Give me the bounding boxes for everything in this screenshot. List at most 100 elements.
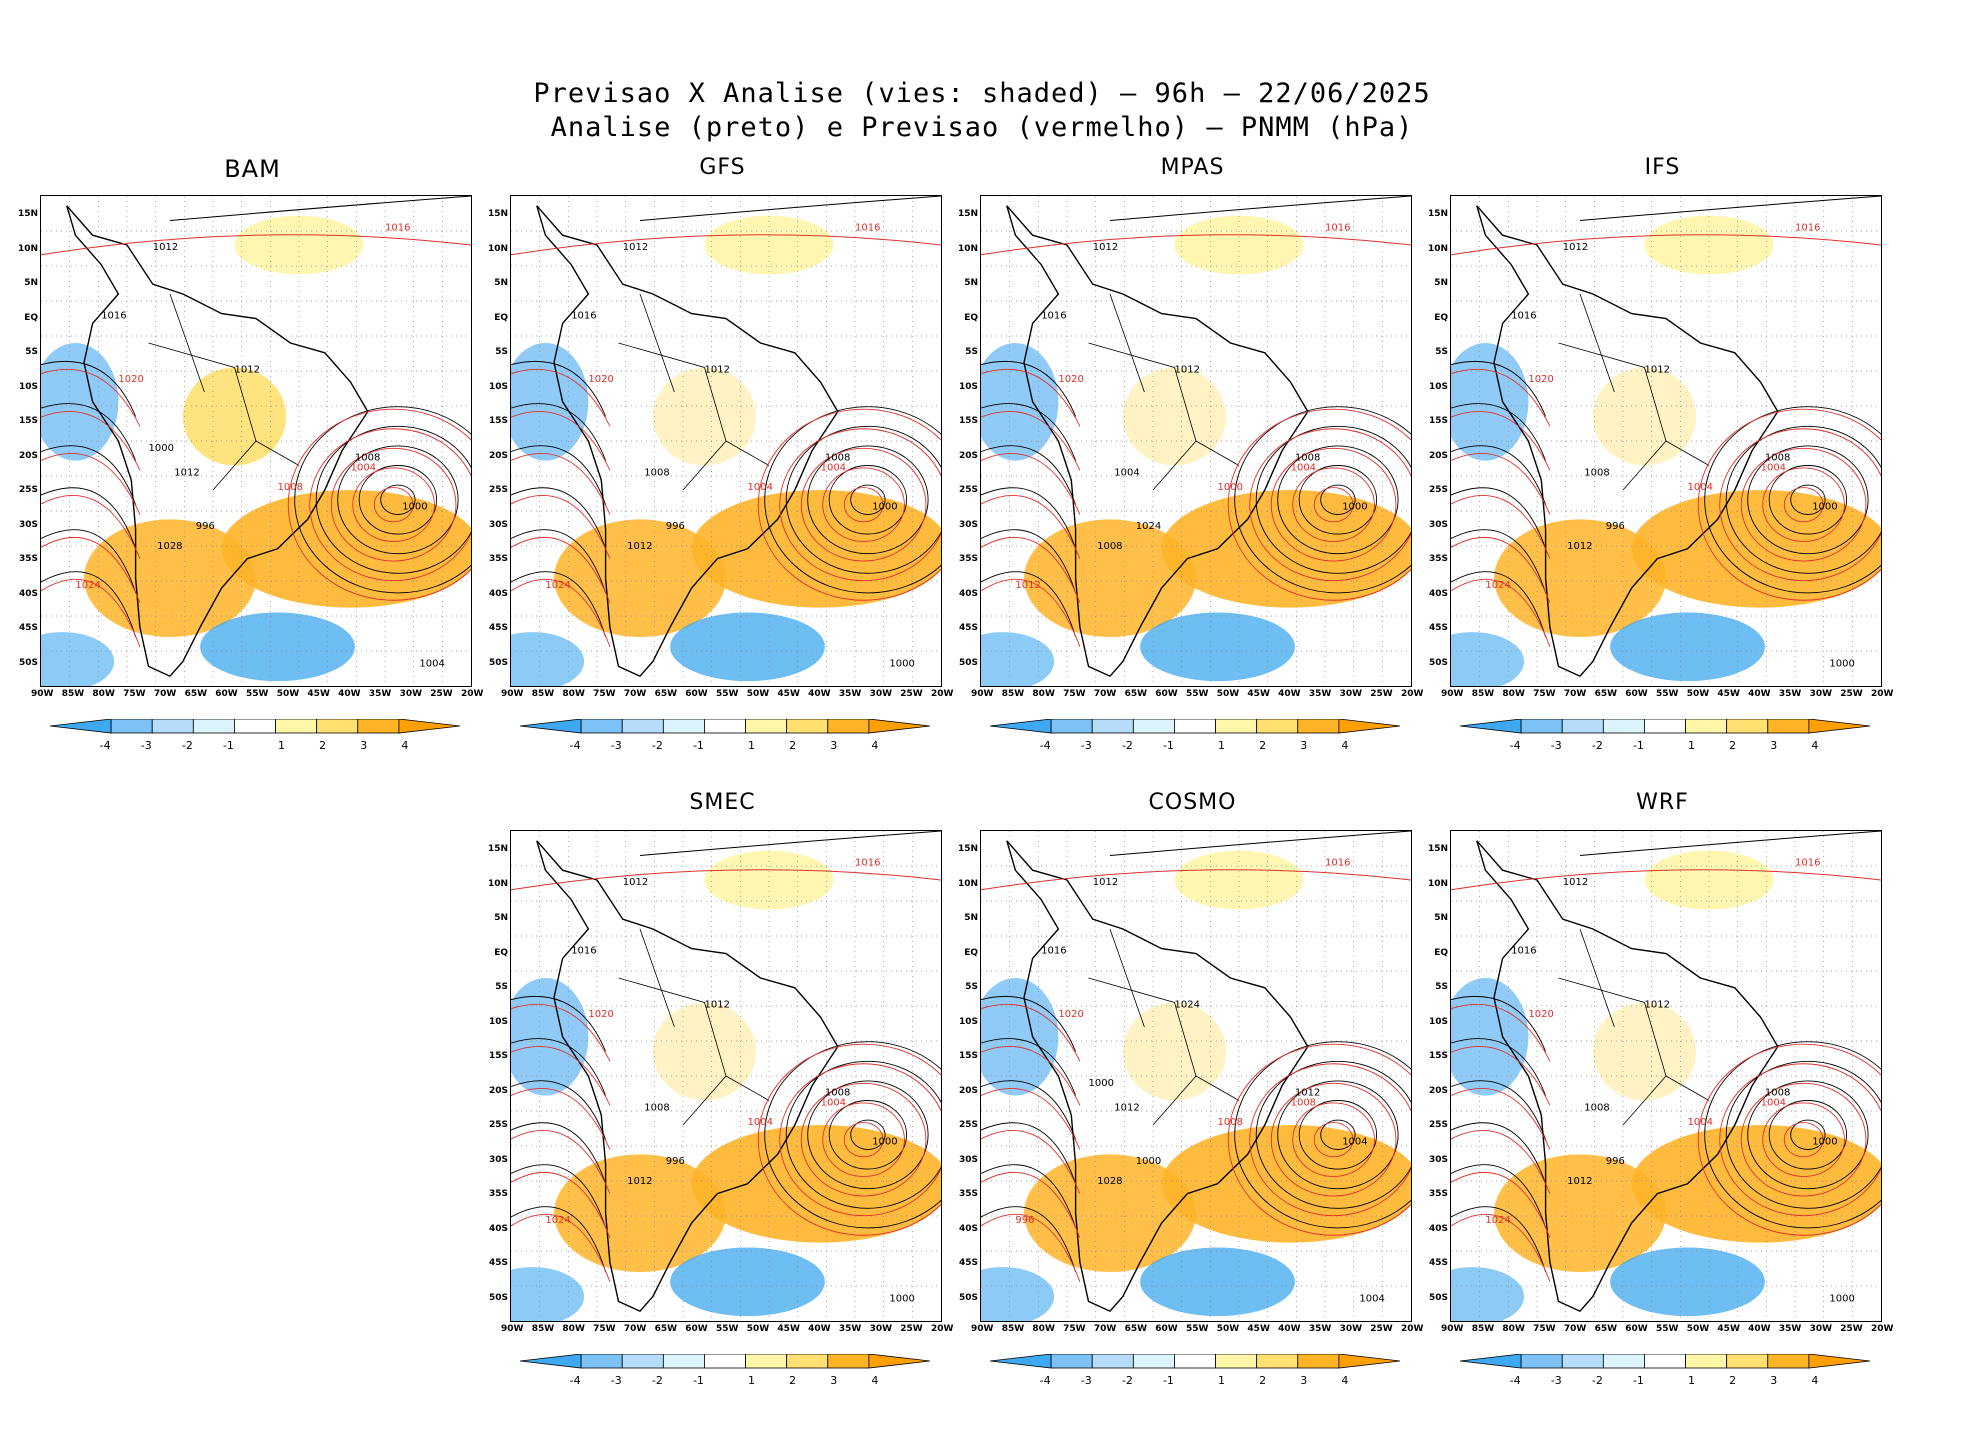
map-area: 1016 1012 1016 1020 1012 1008 1004 1000 996 1024 1… [1450, 830, 1882, 1322]
contour-forecast [41, 410, 141, 471]
contour-analysis [1109, 831, 1411, 856]
lat-label: 40S [488, 588, 508, 599]
contour-label: 1008 [1097, 541, 1122, 552]
pressure-map: 1016101210161020101210081004100010241012… [981, 196, 1411, 686]
contour-analysis [1579, 196, 1881, 221]
contour-label: 1024 [545, 1215, 570, 1226]
colorbar-label: -1 [693, 739, 704, 752]
contour-forecast [1451, 452, 1551, 515]
lon-label: 30W [1339, 689, 1363, 699]
colorbar-swatch [1726, 1353, 1769, 1369]
lon-label: 65W [654, 1324, 678, 1334]
lat-label: 15S [18, 416, 38, 426]
contour-label: 1008 [825, 1088, 850, 1099]
contour-label: 1004 [821, 1097, 846, 1108]
lon-label: 40W [1748, 1324, 1771, 1334]
colorbar-swatch [1132, 718, 1175, 734]
colorbar-label: 4 [1341, 739, 1348, 752]
contour-forecast [511, 452, 611, 515]
contour-forecast [981, 234, 1411, 256]
contour-label: 1004 [1114, 467, 1139, 478]
contour-label: 1016 [571, 311, 596, 322]
colorbar-swatch [1644, 718, 1686, 734]
contour-label: 1000 [889, 658, 914, 669]
contour-label: 1008 [1765, 453, 1790, 464]
bias-negative-area [511, 1267, 585, 1321]
contour-forecast [843, 487, 884, 523]
lat-label: 20S [1428, 450, 1448, 461]
colorbar-label: -3 [611, 1374, 622, 1387]
colorbar-label: 1 [1688, 1374, 1695, 1387]
bias-negative-area [981, 343, 1059, 461]
lon-label: 25W [1840, 689, 1863, 699]
lat-label: 15S [958, 416, 978, 426]
contour-forecast [779, 1063, 941, 1217]
panel-gfs: GFS 1016 1012 1016 1020 1012 1008 1004 1000 996 10… [488, 155, 954, 755]
colorbar-swatch [316, 718, 359, 734]
lon-label: 90W [1441, 1324, 1464, 1334]
panel-ifs: IFS 1016 1012 1016 1020 1012 1008 1004 1000 996 10… [1428, 155, 1894, 755]
contour-label: 1020 [1528, 1009, 1553, 1020]
contour-label: 1000 [1829, 658, 1854, 669]
contour-forecast [779, 428, 941, 582]
contour-label: 1004 [1291, 462, 1316, 473]
lat-label: 10N [487, 878, 508, 889]
bias-negative-area [200, 612, 355, 682]
contour-forecast [822, 467, 905, 542]
lat-label: 15N [957, 209, 978, 219]
colorbar-label: 2 [1729, 739, 1736, 752]
lat-label: 45S [1428, 623, 1448, 633]
lat-label: EQ [1434, 312, 1448, 323]
lat-label: 5N [964, 278, 978, 288]
contour-label: 1004 [419, 658, 444, 669]
contour-analysis [981, 995, 1077, 1052]
contour-label: 1000 [402, 502, 427, 513]
bias-positive-area [1494, 519, 1666, 637]
contour-analysis [764, 406, 941, 594]
contour-forecast [1451, 578, 1551, 647]
colorbar-swatch [151, 718, 194, 734]
colorbar-swatch [662, 1353, 705, 1369]
country-borders [1088, 293, 1240, 491]
lat-label: 10N [957, 243, 978, 254]
lon-label: 50W [1216, 689, 1240, 699]
lon-label: 30W [1339, 1324, 1363, 1334]
colorbar-swatch [398, 718, 461, 734]
contour-forecast [800, 1082, 927, 1197]
colorbar-swatch [868, 718, 931, 734]
colorbar-label: 1 [1688, 739, 1695, 752]
colorbar-label: -4 [1510, 739, 1521, 752]
colorbar-swatch [868, 1353, 931, 1369]
lat-label: 45S [1428, 1258, 1448, 1268]
coastline [66, 205, 369, 678]
contour-forecast [1451, 495, 1551, 559]
contour-forecast [1451, 410, 1551, 471]
contour-forecast [1451, 1213, 1551, 1282]
contour-analysis [511, 529, 607, 594]
contour-label: 1004 [748, 482, 773, 493]
lon-label: 60W [1155, 689, 1178, 699]
lat-label: 10N [1427, 243, 1448, 254]
contour-label: 1020 [1058, 1009, 1083, 1020]
lon-label: 75W [123, 689, 146, 699]
colorbar-label: -2 [1592, 1374, 1603, 1387]
lon-label: 45W [777, 689, 800, 699]
map-area: 1016 1012 1016 1020 1012 1008 1004 1000 996 1024 1… [510, 830, 942, 1322]
contour-analysis [639, 196, 941, 221]
contour-analysis [1790, 1119, 1826, 1150]
lon-label: 65W [1124, 1324, 1148, 1334]
contour-analysis [981, 403, 1077, 461]
lat-label: 40S [958, 1223, 978, 1234]
contour-label: 1008 [355, 453, 380, 464]
lon-label: 30W [869, 689, 893, 699]
lon-label: 40W [338, 689, 361, 699]
contour-label: 1000 [872, 502, 897, 513]
contour-analysis [1255, 1060, 1411, 1209]
contour-label: 1008 [1584, 1102, 1609, 1113]
bias-positive-area [691, 490, 941, 608]
contour-label: 1016 [1795, 857, 1820, 868]
colorbar-label: 1 [1218, 1374, 1225, 1387]
lat-label: 5N [494, 278, 508, 288]
contour-forecast [981, 495, 1081, 559]
colorbar-label: 2 [1259, 739, 1266, 752]
